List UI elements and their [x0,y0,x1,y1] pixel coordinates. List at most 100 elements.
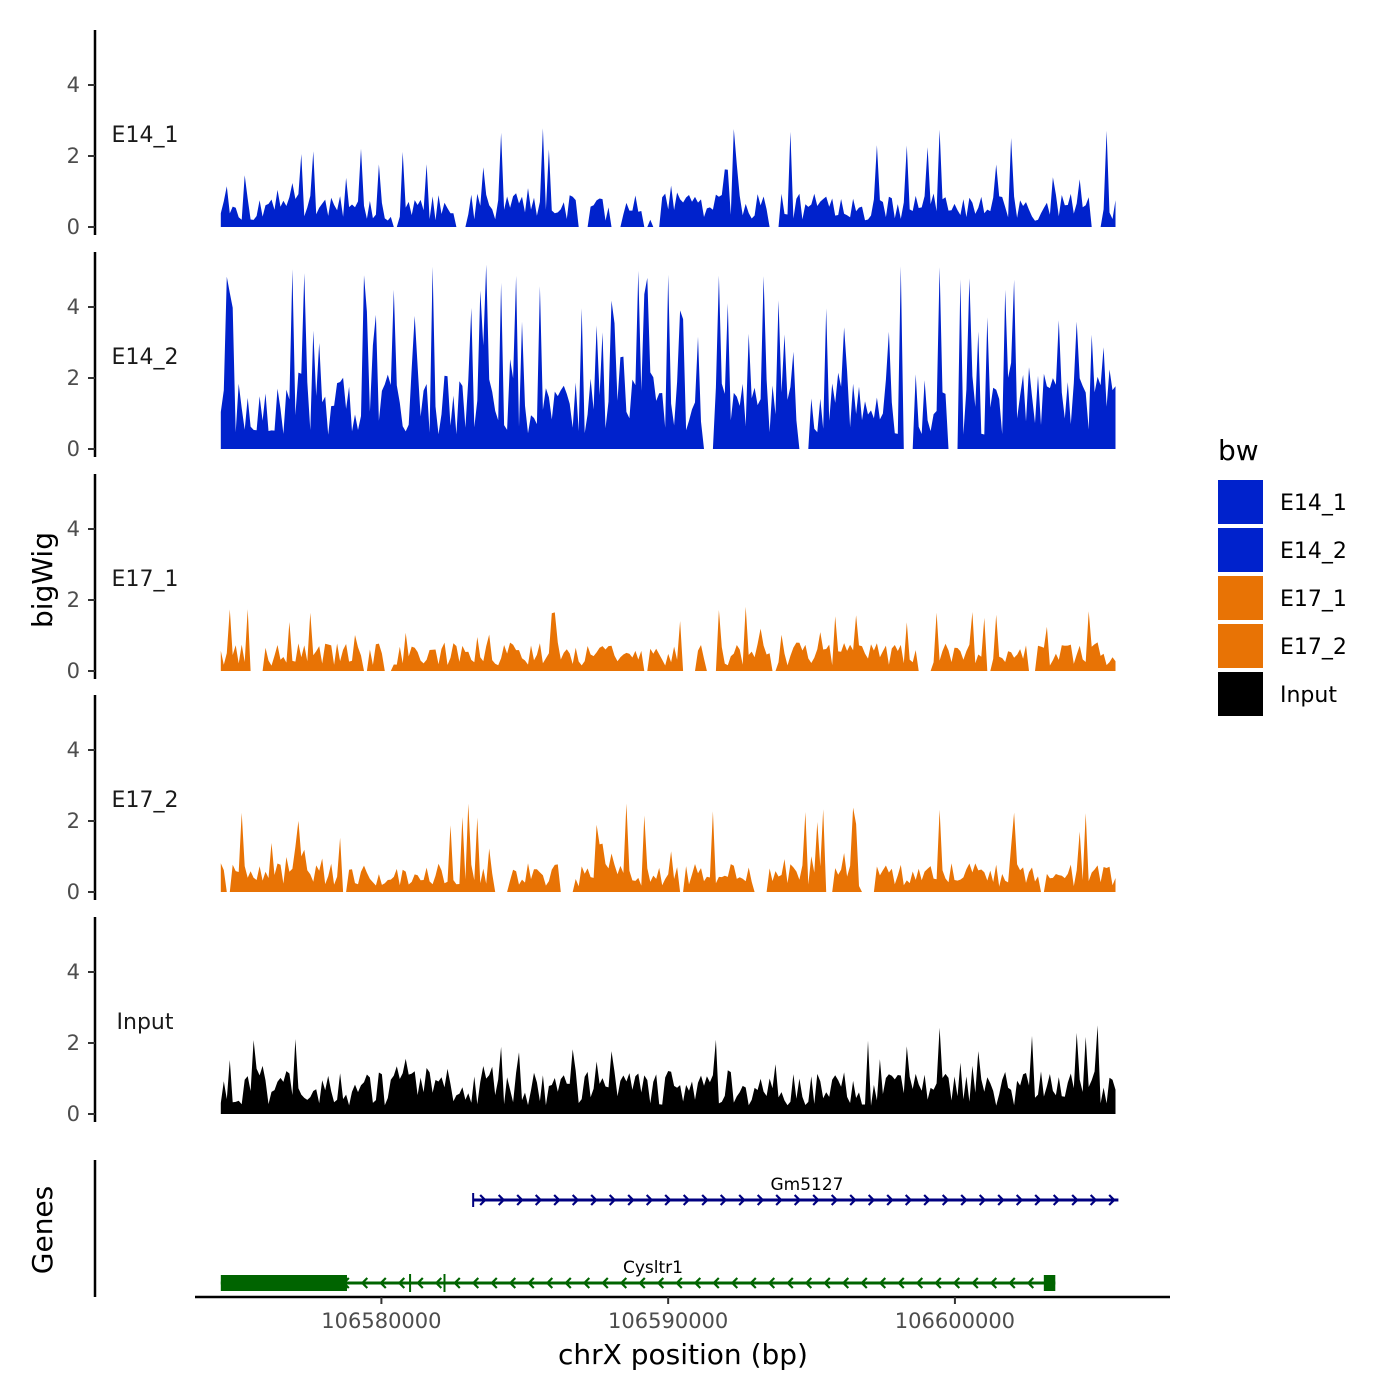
legend-label: E17_2 [1280,635,1347,660]
track-E14_1: 0 2 4 E14_1 [67,30,1116,239]
strand-arrow [638,1277,646,1289]
legend-swatch-E14_1 [1218,480,1263,524]
y-tick-label: 0 [67,1102,80,1126]
x-tick-label: 106590000 [608,1309,728,1333]
strand-arrow [941,1194,950,1206]
y-tick-label: 0 [67,880,80,904]
x-axis: 106580000 106590000 106600000 [195,1295,1170,1333]
track-Input: 0 2 4 Input [67,917,1116,1126]
legend-title: bw [1218,434,1259,467]
strand-arrow [1034,1194,1042,1206]
strand-arrow [1089,1194,1098,1206]
strand-arrow [756,1194,765,1206]
strand-arrow [590,1194,598,1206]
y-tick-label: 2 [67,1031,80,1055]
strand-arrow [841,1277,850,1289]
strand-arrow [571,1194,580,1206]
strand-arrow [608,1194,617,1206]
strand-arrow [582,1277,591,1289]
strand-arrow [989,1277,998,1289]
strand-arrow [490,1277,498,1289]
strand-arrow [516,1194,524,1206]
strand-arrow [978,1194,987,1206]
strand-arrow [952,1277,961,1289]
legend-label: E14_1 [1280,491,1347,516]
strand-arrow [793,1194,802,1206]
track-E17_1: 0 2 4 E17_1 [67,474,1116,683]
legend: bw E14_1 E14_2 E17_1 E17_2 Input [1218,434,1347,716]
track-label: E14_1 [112,123,179,148]
y-tick-label: 0 [67,659,80,683]
y-tick-label: 4 [67,517,80,541]
y-tick-label: 2 [67,144,80,168]
track-label: E17_1 [112,567,179,592]
strand-arrow [812,1194,820,1206]
signal-area-E17_2 [220,803,1116,892]
strand-arrow [675,1277,683,1289]
gene-label: Cysltr1 [623,1258,683,1278]
gene-Gm5127: Gm5127 [472,1175,1119,1207]
strand-arrow [915,1277,924,1289]
track-label: E17_2 [112,788,179,813]
strand-arrow [534,1194,543,1206]
strand-arrow [878,1277,887,1289]
genes-layer: Gm5127 Cysltr1 [93,1160,1119,1297]
strand-arrow [867,1194,876,1206]
strand-arrow [479,1194,487,1206]
legend-label: Input [1280,683,1337,708]
strand-arrow [886,1194,894,1206]
x-axis-title: chrX position (bp) [558,1338,808,1371]
strand-arrow [619,1277,628,1289]
strand-arrow [786,1277,794,1289]
strand-arrow [904,1194,913,1206]
strand-arrow [1008,1277,1016,1289]
strand-arrow [645,1194,654,1206]
strand-arrow [527,1277,535,1289]
y-tick-label: 2 [67,809,80,833]
strand-arrow [730,1277,739,1289]
strand-arrow [1015,1194,1024,1206]
y-tick-label: 4 [67,295,80,319]
strand-arrow [823,1277,831,1289]
y-tick-label: 2 [67,366,80,390]
track-E17_2: 0 2 4 E17_2 [67,695,1116,904]
strand-arrow [601,1277,609,1289]
legend-swatch-E17_1 [1218,576,1263,620]
strand-arrow [1108,1194,1116,1206]
strand-arrow [693,1277,702,1289]
track-label: Input [117,1010,174,1035]
strand-arrow [719,1194,728,1206]
y-tick-label: 4 [67,960,80,984]
strand-arrow [775,1194,783,1206]
x-tick-label: 106600000 [895,1309,1015,1333]
strand-arrow [923,1194,931,1206]
strand-arrow [508,1277,517,1289]
exon-block [1043,1275,1056,1291]
strand-arrow [656,1277,665,1289]
tracks-layer: 0 2 4 E14_1 0 2 4 E14_2 0 2 4 E17_1 0 2 4 E17_2 0 2 4 Input [67,30,1116,1126]
strand-arrow [627,1194,635,1206]
y-axis-title: bigWig [26,532,59,628]
legend-label: E14_2 [1280,539,1347,564]
strand-arrow [545,1277,554,1289]
y-tick-label: 0 [67,437,80,461]
strand-arrow [738,1194,746,1206]
signal-area-E14_1 [220,128,1116,227]
strand-arrow [1026,1277,1035,1289]
track-E14_2: 0 2 4 E14_2 [67,252,1116,461]
strand-arrow [897,1277,905,1289]
strand-arrow [860,1277,868,1289]
y-tick-label: 0 [67,215,80,239]
strand-arrow [712,1277,720,1289]
genes-axis-title: Genes [26,1186,59,1274]
strand-arrow [997,1194,1005,1206]
x-tick-label: 106580000 [321,1309,441,1333]
y-tick-label: 2 [67,588,80,612]
strand-arrow [397,1277,406,1289]
signal-area-E17_1 [220,606,1116,671]
strand-arrow [416,1277,424,1289]
strand-arrow [360,1277,369,1289]
strand-arrow [1071,1194,1079,1206]
legend-swatch-E17_2 [1218,624,1263,668]
